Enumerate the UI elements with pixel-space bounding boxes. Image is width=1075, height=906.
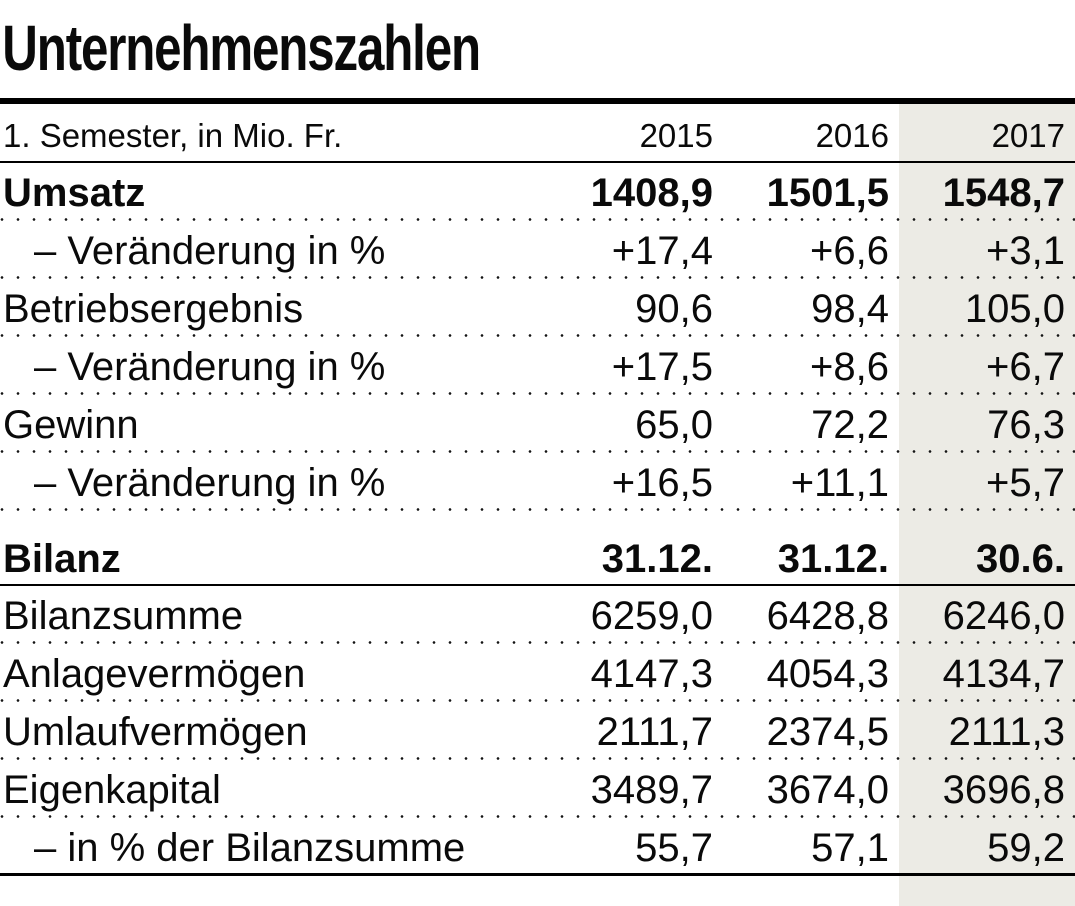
cell-value: 1501,5: [766, 171, 889, 215]
table-row: Gewinn 65,0 72,2 76,3: [0, 395, 1075, 450]
row-separator-solid: [0, 584, 1075, 586]
cell-value: 1408,9: [590, 171, 713, 215]
row-label: Umsatz: [3, 171, 146, 215]
row-separator-dotted: [0, 641, 1075, 644]
cell-value: 65,0: [635, 403, 713, 447]
cell-value: 4147,3: [590, 652, 713, 696]
cell-value: 6428,8: [766, 594, 889, 638]
cell-value: 72,2: [811, 403, 889, 447]
row-separator-dotted: [0, 334, 1075, 337]
cell-value: +5,7: [986, 461, 1065, 505]
row-label: – Veränderung in %: [34, 345, 386, 389]
column-header-2017: 2017: [991, 116, 1065, 154]
cell-value: 57,1: [811, 826, 889, 870]
cell-value: 2374,5: [766, 710, 889, 754]
cell-value: 31.12.: [601, 537, 713, 581]
cell-value: 76,3: [987, 403, 1065, 447]
row-label: Umlaufvermögen: [3, 710, 308, 754]
cell-value: 98,4: [811, 287, 889, 331]
table-header-row: 1. Semester, in Mio. Fr. 2015 2016 2017: [0, 104, 1075, 163]
table-body: Umsatz 1408,9 1501,5 1548,7 – Veränderung in…: [0, 163, 1075, 876]
cell-value: +17,5: [611, 345, 713, 389]
cell-value: 31.12.: [777, 537, 889, 581]
cell-value: 1548,7: [942, 171, 1065, 215]
row-label: Eigenkapital: [3, 768, 221, 812]
cell-value: +8,6: [810, 345, 889, 389]
row-label: – Veränderung in %: [34, 461, 386, 505]
table-row: – in % der Bilanzsumme 55,7 57,1 59,2: [0, 818, 1075, 873]
column-header-2016: 2016: [815, 116, 889, 154]
row-label: Betriebsergebnis: [3, 287, 304, 331]
cell-value: 4054,3: [766, 652, 889, 696]
table-row: Umlaufvermögen 2111,7 2374,5 2111,3: [0, 702, 1075, 757]
cell-value: +6,6: [810, 229, 889, 273]
title-rule: [0, 98, 1075, 104]
bottom-spacer: [0, 876, 1075, 893]
cell-value: 3674,0: [766, 768, 889, 812]
cell-value: +11,1: [790, 461, 889, 505]
table-row: Bilanz 31.12. 31.12. 30.6.: [0, 511, 1075, 584]
table-row: Anlagevermögen 4147,3 4054,3 4134,7: [0, 644, 1075, 699]
cell-value: 2111,3: [948, 710, 1065, 754]
cell-value: 6246,0: [942, 594, 1065, 638]
highlight-column-2017: [899, 104, 1075, 906]
table-row: – Veränderung in % +17,5 +8,6 +6,7: [0, 337, 1075, 392]
unit-label: 1. Semester, in Mio. Fr.: [3, 116, 343, 154]
cell-value: 6259,0: [590, 594, 713, 638]
table-row: Umsatz 1408,9 1501,5 1548,7: [0, 163, 1075, 218]
row-separator-dotted: [0, 815, 1075, 818]
cell-value: 55,7: [635, 826, 713, 870]
cell-value: 30.6.: [976, 537, 1065, 581]
row-separator-dotted: [0, 276, 1075, 279]
cell-value: +3,1: [986, 229, 1065, 273]
row-separator-dotted: [0, 218, 1075, 221]
row-label: Bilanzsumme: [3, 594, 244, 638]
row-label: – in % der Bilanzsumme: [34, 826, 466, 870]
row-label: Gewinn: [3, 403, 139, 447]
cell-value: 2111,7: [596, 710, 713, 754]
row-label: – Veränderung in %: [34, 229, 386, 273]
cell-value: 105,0: [964, 287, 1065, 331]
table-row: – Veränderung in % +16,5 +11,1 +5,7: [0, 453, 1075, 508]
row-label: Bilanz: [3, 537, 121, 581]
row-label: Anlagevermögen: [3, 652, 306, 696]
cell-value: 4134,7: [942, 652, 1065, 696]
table-row: Bilanzsumme 6259,0 6428,8 6246,0: [0, 586, 1075, 641]
table-row: Eigenkapital 3489,7 3674,0 3696,8: [0, 760, 1075, 815]
cell-value: 59,2: [987, 826, 1065, 870]
row-separator-dotted: [0, 392, 1075, 395]
cell-value: 3696,8: [942, 768, 1065, 812]
cell-value: +16,5: [611, 461, 713, 505]
data-table: 1. Semester, in Mio. Fr. 2015 2016 2017 …: [0, 104, 1075, 893]
row-separator-solid: [0, 873, 1075, 876]
row-separator-dotted: [0, 508, 1075, 511]
column-header-2015: 2015: [639, 116, 713, 154]
chart-title: Unternehmenszahlen: [2, 12, 481, 84]
cell-value: +6,7: [986, 345, 1065, 389]
row-separator-dotted: [0, 757, 1075, 760]
cell-value: 90,6: [635, 287, 713, 331]
row-separator-dotted: [0, 699, 1075, 702]
table-row: Betriebsergebnis 90,6 98,4 105,0: [0, 279, 1075, 334]
cell-value: +17,4: [611, 229, 713, 273]
row-separator-dotted: [0, 450, 1075, 453]
cell-value: 3489,7: [590, 768, 713, 812]
table-row: – Veränderung in % +17,4 +6,6 +3,1: [0, 221, 1075, 276]
